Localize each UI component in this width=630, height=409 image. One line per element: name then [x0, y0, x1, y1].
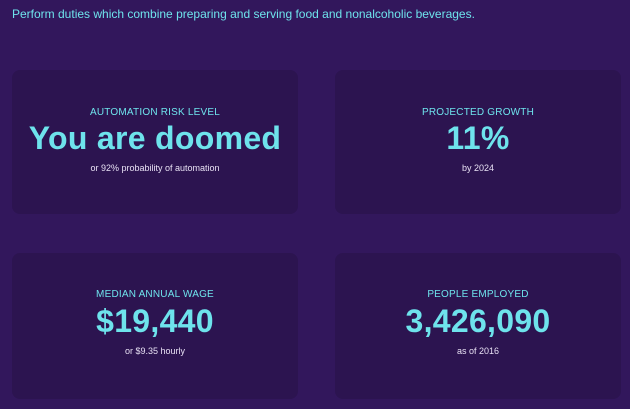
- people-employed-card: PEOPLE EMPLOYED 3,426,090 as of 2016: [335, 253, 621, 399]
- automation-risk-label: AUTOMATION RISK LEVEL: [90, 107, 220, 118]
- projected-growth-value: 11%: [446, 120, 510, 156]
- people-employed-note: as of 2016: [456, 346, 500, 356]
- median-wage-label: MEDIAN ANNUAL WAGE: [96, 289, 214, 300]
- people-employed-value: 3,426,090: [405, 303, 551, 339]
- median-wage-card: MEDIAN ANNUAL WAGE $19,440 or $9.35 hour…: [12, 253, 298, 399]
- projected-growth-label: PROJECTED GROWTH: [421, 107, 535, 118]
- projected-growth-note: by 2024: [461, 163, 495, 173]
- people-employed-label: PEOPLE EMPLOYED: [427, 289, 529, 300]
- median-wage-note: or $9.35 hourly: [124, 346, 186, 356]
- median-wage-value: $19,440: [96, 303, 214, 339]
- occupation-description: Perform duties which combine preparing a…: [12, 7, 475, 21]
- automation-risk-value: You are doomed: [28, 120, 282, 156]
- automation-risk-note: or 92% probability of automation: [90, 163, 220, 173]
- projected-growth-card: PROJECTED GROWTH 11% by 2024: [335, 70, 621, 214]
- automation-risk-card: AUTOMATION RISK LEVEL You are doomed or …: [12, 70, 298, 214]
